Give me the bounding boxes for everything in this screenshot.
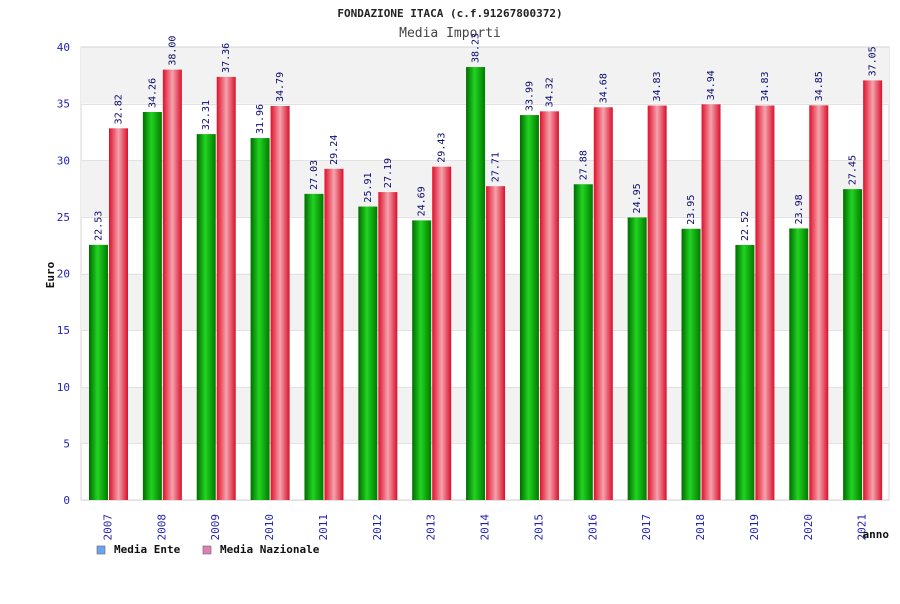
chart-subtitle: Media Importi <box>399 26 501 41</box>
bar-value-label: 27.19 <box>383 158 394 188</box>
bar-media-nazionale <box>216 76 236 500</box>
y-tick-label: 20 <box>57 268 70 281</box>
bar-media-ente <box>789 228 809 500</box>
legend: Media Ente Media Nazionale <box>96 543 320 556</box>
bar-value-label: 32.82 <box>114 94 125 124</box>
x-tick-label: 2021 <box>856 514 869 541</box>
bar-media-ente <box>735 244 755 500</box>
data-labels: 22.53 32.82 34.26 38.00 32.31 37.36 31.96 34.79… <box>94 33 879 241</box>
y-tick-label: 25 <box>57 211 70 224</box>
x-axis-label: anno <box>863 528 890 541</box>
x-tick-label: 2019 <box>748 514 761 541</box>
legend-swatch <box>202 545 212 555</box>
bar-value-label: 38.23 <box>471 33 482 63</box>
bar-media-nazionale <box>432 166 452 500</box>
bar-value-label: 37.05 <box>868 46 879 76</box>
bars <box>89 67 883 500</box>
bar-media-nazionale <box>324 168 344 500</box>
bar-media-ente <box>519 115 539 500</box>
bar-media-ente <box>573 184 593 500</box>
y-tick-label: 0 <box>63 494 70 507</box>
y-tick-label: 40 <box>57 41 70 54</box>
bar-value-label: 34.83 <box>760 71 771 101</box>
bar-value-label: 38.00 <box>167 36 178 66</box>
y-axis-ticks: 0 5 10 15 20 25 30 35 40 <box>57 41 70 507</box>
bar-value-label: 34.83 <box>652 71 663 101</box>
x-tick-label: 2014 <box>479 514 492 541</box>
x-tick-label: 2009 <box>209 514 222 541</box>
bar-value-label: 22.52 <box>740 211 751 241</box>
bar-value-label: 31.96 <box>255 104 266 134</box>
bar-value-label: 32.31 <box>201 100 212 130</box>
x-tick-label: 2020 <box>802 514 815 541</box>
bar-value-label: 34.26 <box>147 78 158 108</box>
legend-label: Media Nazionale <box>220 543 320 556</box>
bar-value-label: 23.98 <box>794 194 805 224</box>
x-axis-ticks: 2007 2008 2009 2010 2011 2012 2013 2014 2015 2016… <box>102 514 869 541</box>
bar-media-ente <box>843 189 863 500</box>
x-tick-label: 2013 <box>425 514 438 541</box>
y-tick-label: 5 <box>63 437 70 450</box>
x-tick-label: 2008 <box>155 514 168 541</box>
y-tick-label: 30 <box>57 154 70 167</box>
x-tick-label: 2010 <box>263 514 276 541</box>
bar-media-ente <box>627 217 647 500</box>
bar-value-label: 34.32 <box>544 77 555 107</box>
bar-media-nazionale <box>701 104 721 500</box>
bar-value-label: 27.03 <box>309 160 320 190</box>
bar-value-label: 25.91 <box>363 172 374 202</box>
bar-value-label: 23.95 <box>686 195 697 225</box>
bar-media-nazionale <box>162 69 182 500</box>
bar-media-ente <box>89 244 108 500</box>
bar-value-label: 34.68 <box>598 73 609 103</box>
bar-value-label: 29.43 <box>437 133 448 163</box>
bar-media-nazionale <box>270 106 290 500</box>
y-tick-label: 35 <box>57 98 70 111</box>
bar-media-nazionale <box>863 80 883 500</box>
y-axis-label: Euro <box>44 261 57 288</box>
bar-media-nazionale <box>486 186 506 500</box>
bar-media-ente <box>466 67 486 500</box>
x-tick-label: 2015 <box>532 514 545 541</box>
bar-media-nazionale <box>809 105 829 500</box>
y-tick-label: 10 <box>57 381 70 394</box>
bar-media-nazionale <box>593 107 613 500</box>
bar-media-ente <box>358 206 378 500</box>
bar-media-ente <box>681 228 701 500</box>
bar-media-nazionale <box>647 105 667 500</box>
bar-value-label: 27.45 <box>848 155 859 185</box>
bar-media-ente <box>412 220 432 500</box>
x-tick-label: 2017 <box>640 514 653 541</box>
bar-media-ente <box>142 112 162 500</box>
x-tick-label: 2011 <box>317 514 330 541</box>
bar-media-ente <box>304 193 324 500</box>
bar-media-ente <box>196 134 216 500</box>
bar-media-nazionale <box>378 192 398 500</box>
bar-media-ente <box>250 138 270 500</box>
bar-value-label: 29.24 <box>329 135 340 165</box>
bar-value-label: 27.88 <box>578 150 589 180</box>
bar-value-label: 22.53 <box>94 211 105 241</box>
bar-value-label: 34.79 <box>275 72 286 102</box>
bar-media-nazionale <box>755 105 775 500</box>
x-tick-label: 2018 <box>694 514 707 541</box>
bar-value-label: 27.71 <box>491 152 502 182</box>
bar-media-nazionale <box>109 128 128 500</box>
bar-value-label: 24.95 <box>632 183 643 213</box>
chart-title: FONDAZIONE ITACA (c.f.91267800372) <box>337 7 562 20</box>
x-tick-label: 2007 <box>102 514 115 541</box>
y-tick-label: 15 <box>57 324 70 337</box>
x-tick-label: 2016 <box>586 514 599 541</box>
bar-value-label: 33.99 <box>524 81 535 111</box>
bar-media-nazionale <box>539 111 559 500</box>
legend-label: Media Ente <box>114 543 181 556</box>
x-tick-label: 2012 <box>371 514 384 541</box>
bar-value-label: 37.36 <box>221 43 232 73</box>
bar-value-label: 34.85 <box>814 71 825 101</box>
bar-value-label: 24.69 <box>417 186 428 216</box>
legend-swatch <box>96 545 106 555</box>
bar-value-label: 34.94 <box>706 70 717 100</box>
